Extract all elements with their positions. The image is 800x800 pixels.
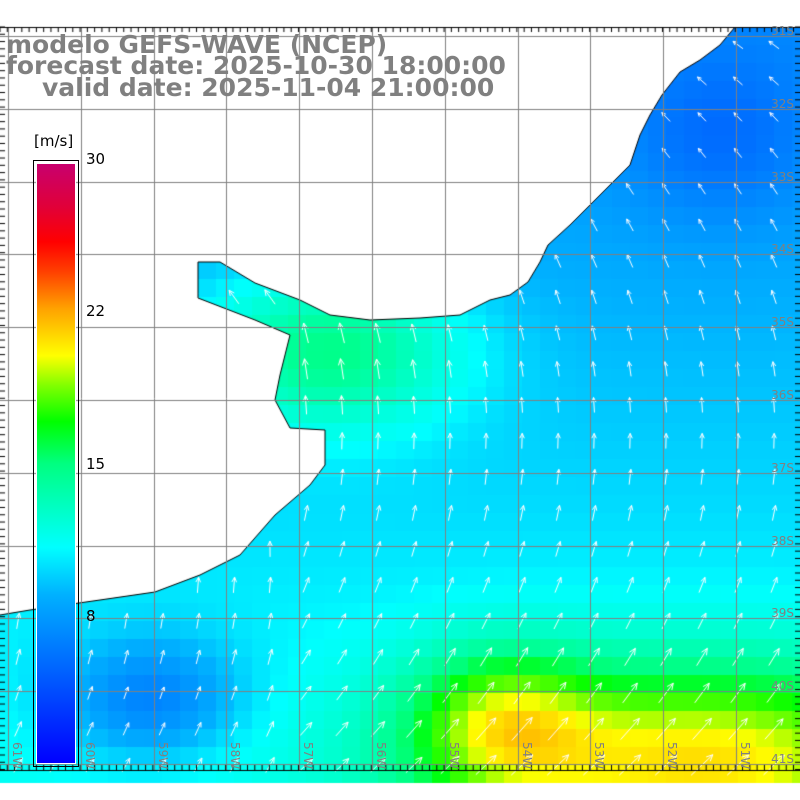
lon-label-52W: 52W (665, 742, 680, 770)
lat-label-33S: 33S (771, 169, 794, 184)
lat-label-37S: 37S (771, 460, 794, 475)
lon-label-57W: 57W (301, 742, 316, 770)
lat-label-34S: 34S (771, 242, 794, 257)
lon-label-55W: 55W (446, 742, 461, 770)
forecast-date: forecast date: 2025-10-30 18:00:00 (6, 51, 506, 80)
colorbar-unit: [m/s] (34, 132, 74, 150)
lat-label-35S: 35S (771, 315, 794, 330)
valid-date: valid date: 2025-11-04 21:00:00 (42, 73, 495, 102)
lon-label-61W: 61W (10, 742, 24, 770)
colorbar-tick-8: 8 (86, 607, 96, 625)
lat-label-31S: 31S (771, 24, 794, 38)
lon-label-58W: 58W (228, 742, 243, 770)
lat-label-41S: 41S (771, 752, 794, 766)
lat-label-39S: 39S (771, 606, 794, 621)
lon-label-56W: 56W (374, 742, 388, 770)
lon-label-54W: 54W (519, 742, 534, 770)
lat-label-36S: 36S (771, 388, 794, 402)
colorbar (33, 160, 79, 767)
lon-label-53W: 53W (592, 742, 607, 770)
colorbar-tick-15: 15 (86, 455, 106, 473)
lat-label-32S: 32S (771, 96, 794, 111)
colorbar-tick-30: 30 (86, 150, 106, 168)
lon-label-51W: 51W (738, 742, 752, 770)
lat-label-38S: 38S (771, 533, 794, 548)
lon-label-60W: 60W (82, 742, 97, 770)
model-title: modelo GEFS-WAVE (NCEP) (6, 30, 388, 59)
colorbar-tick-22: 22 (86, 302, 106, 320)
lon-label-59W: 59W (155, 742, 170, 770)
lat-label-40S: 40S (771, 679, 794, 694)
